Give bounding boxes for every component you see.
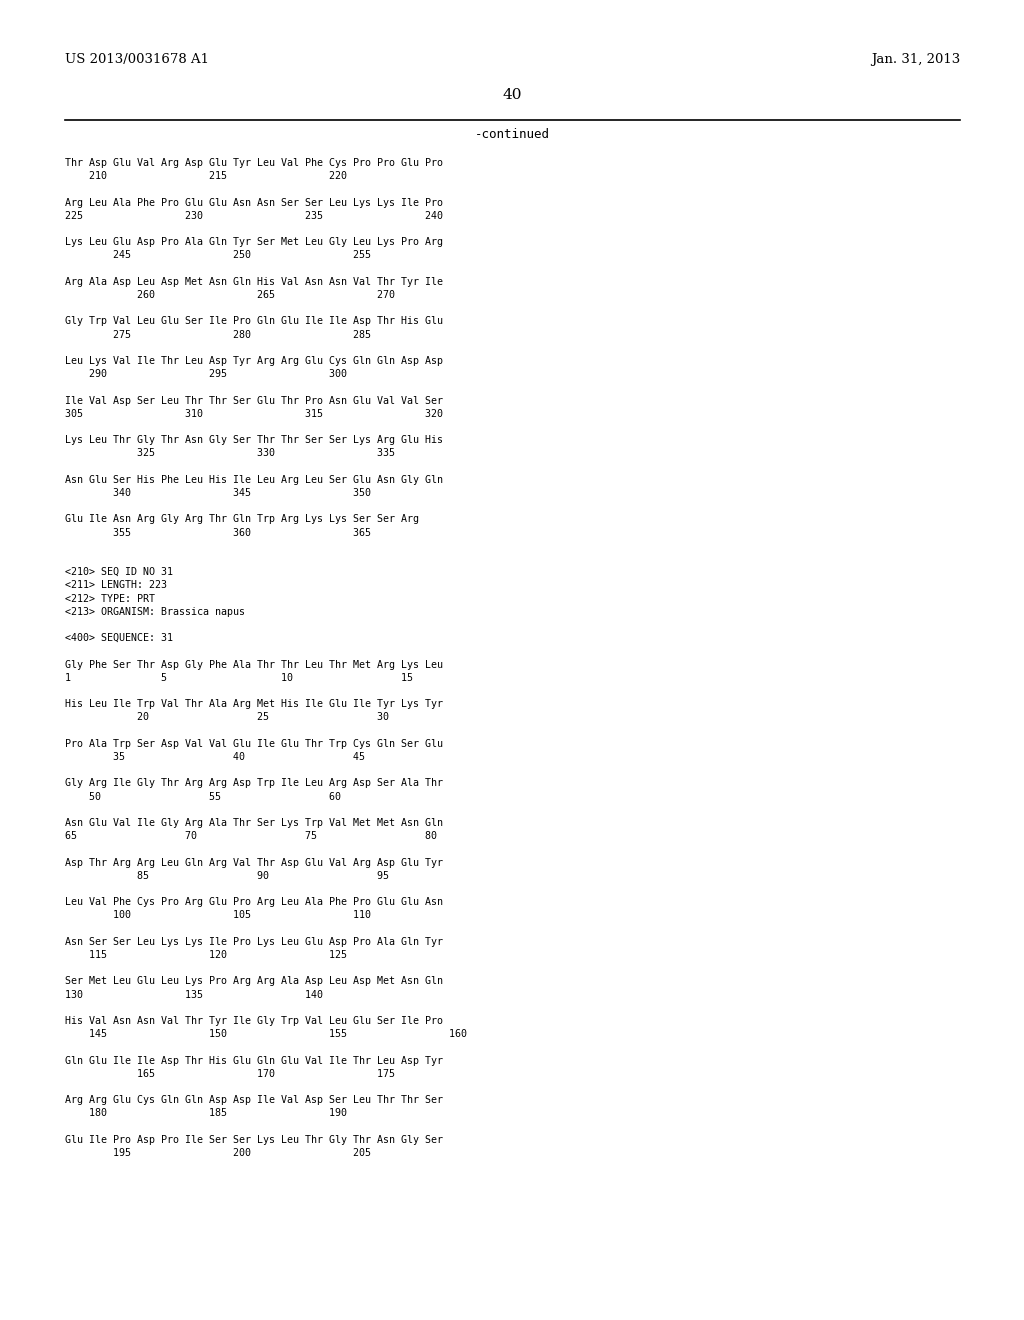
Text: 1               5                   10                  15: 1 5 10 15: [65, 673, 413, 682]
Text: His Leu Ile Trp Val Thr Ala Arg Met His Ile Glu Ile Tyr Lys Tyr: His Leu Ile Trp Val Thr Ala Arg Met His …: [65, 700, 443, 709]
Text: 20                  25                  30: 20 25 30: [65, 713, 389, 722]
Text: 260                 265                 270: 260 265 270: [65, 290, 395, 300]
Text: Jan. 31, 2013: Jan. 31, 2013: [870, 54, 961, 66]
Text: 40: 40: [502, 88, 522, 102]
Text: Arg Leu Ala Phe Pro Glu Glu Asn Asn Ser Ser Leu Lys Lys Ile Pro: Arg Leu Ala Phe Pro Glu Glu Asn Asn Ser …: [65, 198, 443, 207]
Text: 165                 170                 175: 165 170 175: [65, 1069, 395, 1078]
Text: 305                 310                 315                 320: 305 310 315 320: [65, 409, 443, 418]
Text: Thr Asp Glu Val Arg Asp Glu Tyr Leu Val Phe Cys Pro Pro Glu Pro: Thr Asp Glu Val Arg Asp Glu Tyr Leu Val …: [65, 158, 443, 168]
Text: His Val Asn Asn Val Thr Tyr Ile Gly Trp Val Leu Glu Ser Ile Pro: His Val Asn Asn Val Thr Tyr Ile Gly Trp …: [65, 1016, 443, 1026]
Text: <210> SEQ ID NO 31: <210> SEQ ID NO 31: [65, 568, 173, 577]
Text: 325                 330                 335: 325 330 335: [65, 449, 395, 458]
Text: Leu Val Phe Cys Pro Arg Glu Pro Arg Leu Ala Phe Pro Glu Glu Asn: Leu Val Phe Cys Pro Arg Glu Pro Arg Leu …: [65, 898, 443, 907]
Text: Gly Phe Ser Thr Asp Gly Phe Ala Thr Thr Leu Thr Met Arg Lys Leu: Gly Phe Ser Thr Asp Gly Phe Ala Thr Thr …: [65, 660, 443, 669]
Text: Glu Ile Asn Arg Gly Arg Thr Gln Trp Arg Lys Lys Ser Ser Arg: Glu Ile Asn Arg Gly Arg Thr Gln Trp Arg …: [65, 515, 419, 524]
Text: Gly Trp Val Leu Glu Ser Ile Pro Gln Glu Ile Ile Asp Thr His Glu: Gly Trp Val Leu Glu Ser Ile Pro Gln Glu …: [65, 317, 443, 326]
Text: Asp Thr Arg Arg Leu Gln Arg Val Thr Asp Glu Val Arg Asp Glu Tyr: Asp Thr Arg Arg Leu Gln Arg Val Thr Asp …: [65, 858, 443, 867]
Text: 195                 200                 205: 195 200 205: [65, 1148, 371, 1158]
Text: 115                 120                 125: 115 120 125: [65, 950, 347, 960]
Text: US 2013/0031678 A1: US 2013/0031678 A1: [65, 54, 209, 66]
Text: 145                 150                 155                 160: 145 150 155 160: [65, 1030, 467, 1039]
Text: 50                  55                  60: 50 55 60: [65, 792, 341, 801]
Text: <213> ORGANISM: Brassica napus: <213> ORGANISM: Brassica napus: [65, 607, 245, 616]
Text: 130                 135                 140: 130 135 140: [65, 990, 323, 999]
Text: 180                 185                 190: 180 185 190: [65, 1109, 347, 1118]
Text: Arg Ala Asp Leu Asp Met Asn Gln His Val Asn Asn Val Thr Tyr Ile: Arg Ala Asp Leu Asp Met Asn Gln His Val …: [65, 277, 443, 286]
Text: 275                 280                 285: 275 280 285: [65, 330, 371, 339]
Text: <212> TYPE: PRT: <212> TYPE: PRT: [65, 594, 155, 603]
Text: 210                 215                 220: 210 215 220: [65, 172, 347, 181]
Text: Gly Arg Ile Gly Thr Arg Arg Asp Trp Ile Leu Arg Asp Ser Ala Thr: Gly Arg Ile Gly Thr Arg Arg Asp Trp Ile …: [65, 779, 443, 788]
Text: 225                 230                 235                 240: 225 230 235 240: [65, 211, 443, 220]
Text: Pro Ala Trp Ser Asp Val Val Glu Ile Glu Thr Trp Cys Gln Ser Glu: Pro Ala Trp Ser Asp Val Val Glu Ile Glu …: [65, 739, 443, 748]
Text: 290                 295                 300: 290 295 300: [65, 370, 347, 379]
Text: <211> LENGTH: 223: <211> LENGTH: 223: [65, 581, 167, 590]
Text: <400> SEQUENCE: 31: <400> SEQUENCE: 31: [65, 634, 173, 643]
Text: Lys Leu Glu Asp Pro Ala Gln Tyr Ser Met Leu Gly Leu Lys Pro Arg: Lys Leu Glu Asp Pro Ala Gln Tyr Ser Met …: [65, 238, 443, 247]
Text: Lys Leu Thr Gly Thr Asn Gly Ser Thr Thr Ser Ser Lys Arg Glu His: Lys Leu Thr Gly Thr Asn Gly Ser Thr Thr …: [65, 436, 443, 445]
Text: 65                  70                  75                  80: 65 70 75 80: [65, 832, 437, 841]
Text: Asn Glu Ser His Phe Leu His Ile Leu Arg Leu Ser Glu Asn Gly Gln: Asn Glu Ser His Phe Leu His Ile Leu Arg …: [65, 475, 443, 484]
Text: Leu Lys Val Ile Thr Leu Asp Tyr Arg Arg Glu Cys Gln Gln Asp Asp: Leu Lys Val Ile Thr Leu Asp Tyr Arg Arg …: [65, 356, 443, 366]
Text: 85                  90                  95: 85 90 95: [65, 871, 389, 880]
Text: Ile Val Asp Ser Leu Thr Thr Ser Glu Thr Pro Asn Glu Val Val Ser: Ile Val Asp Ser Leu Thr Thr Ser Glu Thr …: [65, 396, 443, 405]
Text: Asn Ser Ser Leu Lys Lys Ile Pro Lys Leu Glu Asp Pro Ala Gln Tyr: Asn Ser Ser Leu Lys Lys Ile Pro Lys Leu …: [65, 937, 443, 946]
Text: 100                 105                 110: 100 105 110: [65, 911, 371, 920]
Text: Asn Glu Val Ile Gly Arg Ala Thr Ser Lys Trp Val Met Met Asn Gln: Asn Glu Val Ile Gly Arg Ala Thr Ser Lys …: [65, 818, 443, 828]
Text: Glu Ile Pro Asp Pro Ile Ser Ser Lys Leu Thr Gly Thr Asn Gly Ser: Glu Ile Pro Asp Pro Ile Ser Ser Lys Leu …: [65, 1135, 443, 1144]
Text: Ser Met Leu Glu Leu Lys Pro Arg Arg Ala Asp Leu Asp Met Asn Gln: Ser Met Leu Glu Leu Lys Pro Arg Arg Ala …: [65, 977, 443, 986]
Text: -continued: -continued: [474, 128, 550, 141]
Text: Arg Arg Glu Cys Gln Gln Asp Asp Ile Val Asp Ser Leu Thr Thr Ser: Arg Arg Glu Cys Gln Gln Asp Asp Ile Val …: [65, 1096, 443, 1105]
Text: 355                 360                 365: 355 360 365: [65, 528, 371, 537]
Text: 340                 345                 350: 340 345 350: [65, 488, 371, 498]
Text: Gln Glu Ile Ile Asp Thr His Glu Gln Glu Val Ile Thr Leu Asp Tyr: Gln Glu Ile Ile Asp Thr His Glu Gln Glu …: [65, 1056, 443, 1065]
Text: 35                  40                  45: 35 40 45: [65, 752, 365, 762]
Text: 245                 250                 255: 245 250 255: [65, 251, 371, 260]
